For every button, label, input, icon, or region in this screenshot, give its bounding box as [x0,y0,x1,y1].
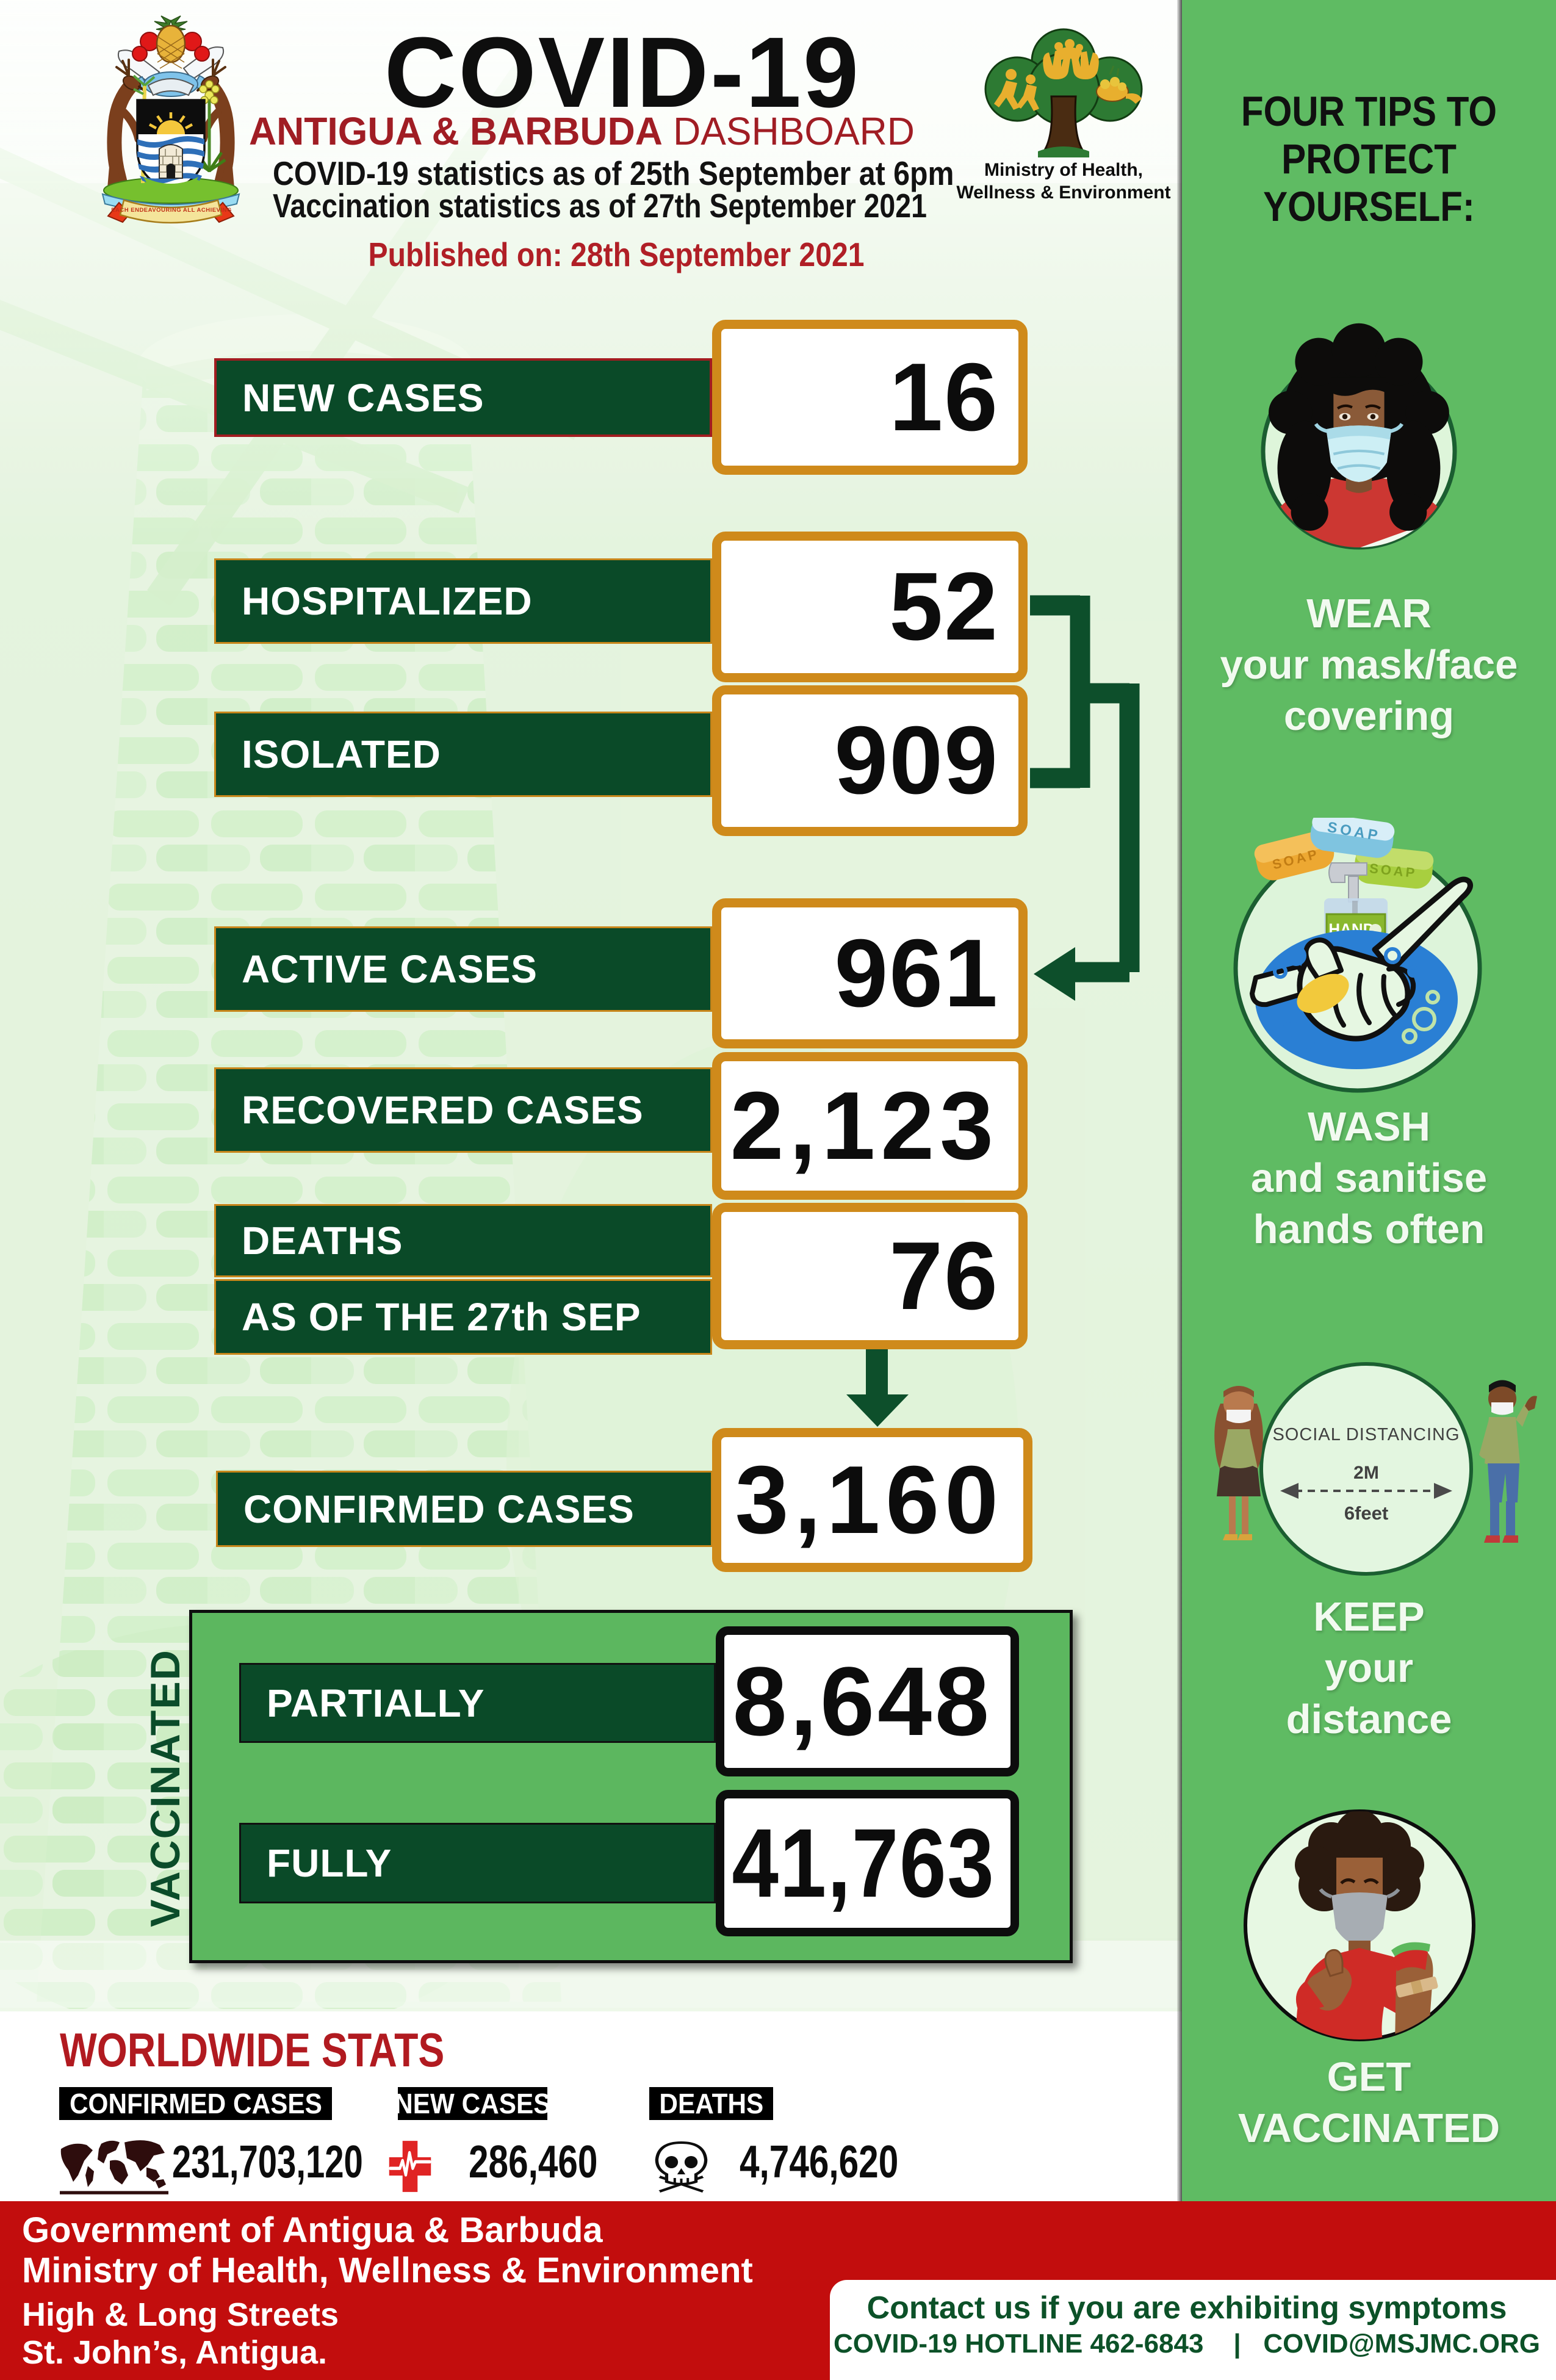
svg-text:6feet: 6feet [1344,1502,1388,1524]
svg-text:EACH ENDEAVOURING ALL ACHIEVIN: EACH ENDEAVOURING ALL ACHIEVING [111,207,232,214]
svg-text:2M: 2M [1353,1463,1379,1483]
svg-text:SOCIAL DISTANCING: SOCIAL DISTANCING [1272,1425,1460,1444]
